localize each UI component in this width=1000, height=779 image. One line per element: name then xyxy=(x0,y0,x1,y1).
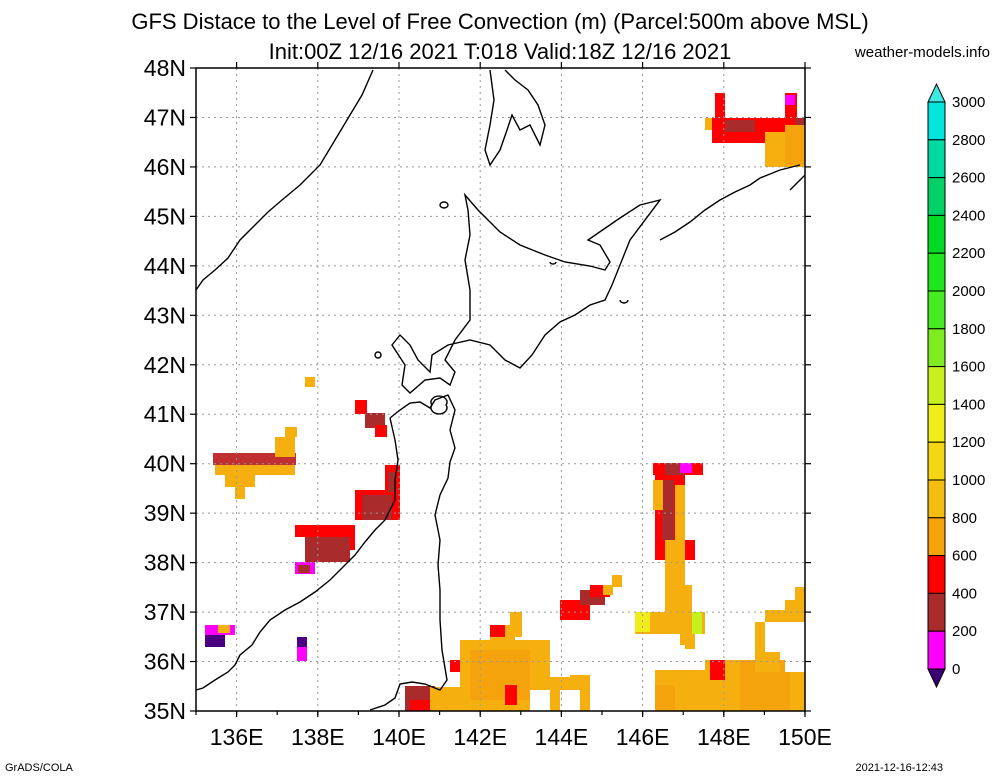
lon-label: 136E xyxy=(210,724,264,750)
colorbar-segment xyxy=(927,592,946,632)
colorbar-segment xyxy=(927,252,946,292)
lat-label: 44N xyxy=(144,253,186,279)
footer-software: GrADS/COLA xyxy=(5,762,73,774)
colorbar-segment xyxy=(927,517,946,557)
colorbar-label: 2800 xyxy=(952,132,985,149)
field-region-kuril xyxy=(705,93,805,167)
x-axis-labels: 136E 138E 140E 142E 144E 146E 148E 150E xyxy=(210,724,832,750)
field-region-akita xyxy=(355,465,400,520)
colorbar-bottom-arrow xyxy=(927,668,946,689)
lon-label: 144E xyxy=(535,724,589,750)
lon-label: 138E xyxy=(291,724,345,750)
field-region-west-sea xyxy=(213,377,315,499)
lon-label: 140E xyxy=(372,724,426,750)
colorbar-label: 2600 xyxy=(952,170,985,187)
colorbar-label: 800 xyxy=(952,510,977,527)
colorbar-segment xyxy=(927,441,946,481)
field-region-noto xyxy=(205,625,307,661)
colorbar-segment xyxy=(927,214,946,254)
lat-label: 36N xyxy=(144,649,186,675)
map-grid xyxy=(196,68,805,711)
colorbar-segment xyxy=(927,555,946,594)
site-label: weather-models.info xyxy=(854,44,990,61)
colorbar-segment xyxy=(927,366,946,405)
lat-label: 39N xyxy=(144,500,186,526)
field-region-se xyxy=(655,587,805,711)
colorbar-segment xyxy=(927,479,946,519)
colorbar-segment xyxy=(927,328,946,368)
colorbar-top-arrow xyxy=(927,82,946,103)
lon-label: 150E xyxy=(778,724,832,750)
colorbar-label: 1000 xyxy=(952,472,985,489)
lat-label: 38N xyxy=(144,550,186,576)
colorbar-segment xyxy=(927,290,946,330)
lat-label: 48N xyxy=(144,55,186,81)
coast-sakhalin xyxy=(484,69,546,167)
colorbar-label: 1600 xyxy=(952,359,985,376)
field-region-east-boso xyxy=(560,575,622,620)
colorbar-label: 1400 xyxy=(952,396,985,413)
colorbar-label: 200 xyxy=(952,623,977,640)
coast-islands xyxy=(374,201,629,415)
lat-label: 43N xyxy=(144,302,186,328)
colorbar: 3000280026002400220020001800160014001200… xyxy=(927,82,985,689)
coast-asia-mainland xyxy=(195,69,374,291)
colorbar-label: 1200 xyxy=(952,434,985,451)
field-region-pacific-column xyxy=(635,463,705,649)
chart-title: GFS Distace to the Level of Free Convect… xyxy=(131,9,869,34)
colorbar-segment xyxy=(927,139,946,179)
lat-label: 45N xyxy=(144,203,186,229)
colorbar-label: 3000 xyxy=(952,94,985,111)
colorbar-label: 2000 xyxy=(952,283,985,300)
shaded-field xyxy=(205,93,805,711)
colorbar-segment xyxy=(927,177,946,216)
lat-label: 40N xyxy=(144,451,186,477)
field-region-sado xyxy=(295,400,387,574)
lon-label: 142E xyxy=(453,724,507,750)
lat-label: 35N xyxy=(144,698,186,724)
colorbar-label: 400 xyxy=(952,585,977,602)
coast-hokkaido xyxy=(391,192,662,394)
lon-label: 146E xyxy=(616,724,670,750)
lon-label: 148E xyxy=(697,724,751,750)
colorbar-label: 0 xyxy=(952,661,960,678)
colorbar-label: 2200 xyxy=(952,245,985,262)
lat-label: 41N xyxy=(144,401,186,427)
chart-subtitle: Init:00Z 12/16 2021 T:018 Valid:18Z 12/1… xyxy=(268,39,732,64)
axis-ticks xyxy=(190,62,811,717)
colorbar-label: 2400 xyxy=(952,207,985,224)
plot-frame xyxy=(195,67,806,712)
colorbar-segment xyxy=(927,101,946,141)
colorbar-segment xyxy=(927,630,946,670)
coastlines xyxy=(195,69,806,711)
lat-label: 37N xyxy=(144,599,186,625)
colorbar-segment xyxy=(927,403,946,443)
lat-label: 46N xyxy=(144,154,186,180)
colorbar-label: 1800 xyxy=(952,321,985,338)
lat-label: 42N xyxy=(144,352,186,378)
field-region-boso xyxy=(405,612,590,711)
colorbar-label: 600 xyxy=(952,548,977,565)
coast-kuril xyxy=(659,164,806,241)
footer-timestamp: 2021-12-16-12:43 xyxy=(855,762,943,774)
y-axis-labels: 48N 47N 46N 45N 44N 43N 42N 41N 40N 39N 38N 37N 36N 3… xyxy=(144,55,186,724)
lat-label: 47N xyxy=(144,104,186,130)
